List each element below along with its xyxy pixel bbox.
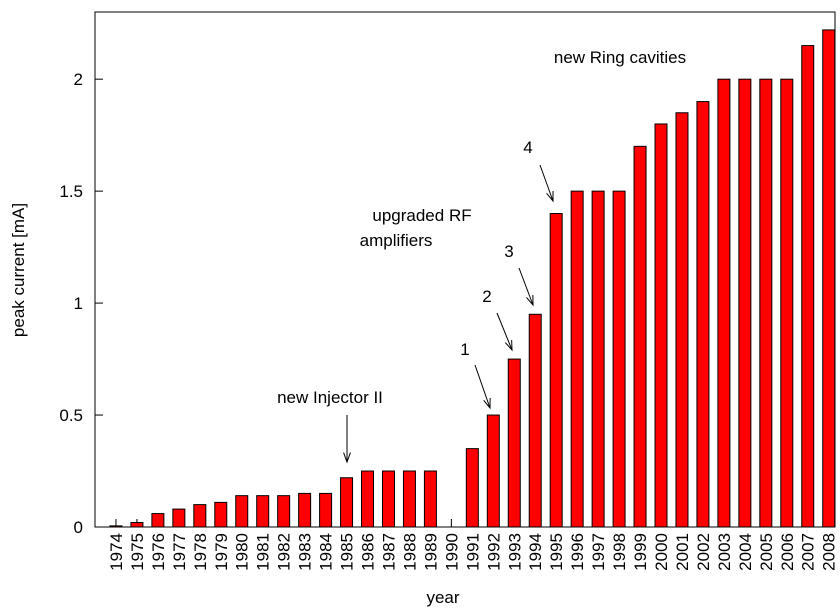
bar (717, 78, 731, 528)
x-tick-label: 2005 (757, 533, 776, 571)
x-tick-label: 2008 (820, 533, 839, 571)
x-tick-label: 1998 (610, 533, 629, 571)
x-tick-label: 1986 (359, 533, 378, 571)
annotation: 1 (460, 340, 469, 359)
bar (759, 78, 773, 528)
bar (570, 190, 584, 528)
bar (528, 313, 542, 528)
x-tick-label: 2007 (799, 533, 818, 571)
x-tick-label: 2002 (694, 533, 713, 571)
x-tick-label: 2003 (715, 533, 734, 571)
bar (172, 508, 186, 528)
y-tick-label: 1 (74, 294, 83, 313)
x-tick-label: 1989 (421, 533, 440, 571)
bar (654, 123, 668, 528)
bar (298, 492, 312, 528)
x-tick-label: 1995 (547, 533, 566, 571)
annotation: new Injector II (277, 388, 383, 407)
bar (402, 470, 416, 528)
bar (130, 522, 144, 528)
arrow-head (526, 294, 534, 307)
annotation: amplifiers (360, 231, 433, 250)
annotation: new Ring cavities (554, 48, 686, 67)
annotation: 4 (523, 138, 532, 157)
arrow-shaft (518, 267, 534, 306)
x-tick-label: 1997 (589, 533, 608, 571)
x-tick-label: 1984 (317, 533, 336, 571)
x-tick-label: 1978 (191, 533, 210, 571)
bar (549, 213, 563, 528)
annotation: 3 (504, 242, 513, 261)
arrow-head (546, 190, 554, 203)
x-tick-label: 2001 (673, 533, 692, 571)
x-tick-label: 2006 (778, 533, 797, 571)
arrow-shaft (496, 312, 513, 351)
x-tick-label: 1999 (631, 533, 650, 571)
bar (507, 358, 521, 528)
x-tick-label: 1974 (107, 533, 126, 571)
bar (319, 492, 333, 528)
x-tick-label: 1979 (212, 533, 231, 571)
bar (738, 78, 752, 528)
bar (340, 477, 354, 528)
bar (193, 504, 207, 528)
x-tick-label: 1996 (568, 533, 587, 571)
x-axis-label: year (426, 588, 459, 607)
y-axis-label: peak current [mA] (9, 203, 28, 337)
x-tick-label: 1985 (338, 533, 357, 571)
bar (214, 501, 228, 528)
x-tick-label: 1988 (400, 533, 419, 571)
x-tick-label: 1983 (296, 533, 315, 571)
x-tick-label: 1981 (254, 533, 273, 571)
x-tick-label: 1976 (149, 533, 168, 571)
x-tick-label: 1991 (463, 533, 482, 571)
bar (256, 495, 270, 528)
x-tick-label: 1993 (505, 533, 524, 571)
y-tick-label: 2 (74, 70, 83, 89)
x-tick-label: 1975 (128, 533, 147, 571)
arrow-head (504, 339, 513, 352)
bar (696, 101, 710, 528)
bar (675, 112, 689, 528)
bar (235, 495, 249, 528)
arrow-head (343, 452, 351, 464)
x-tick-label: 2004 (736, 533, 755, 571)
bar (633, 145, 647, 528)
bar (801, 45, 815, 528)
arrow-head (483, 397, 491, 410)
x-tick-label: 2000 (652, 533, 671, 571)
bar (277, 495, 291, 528)
x-tick-label: 1990 (442, 533, 461, 571)
bar (381, 470, 395, 528)
bar (780, 78, 794, 528)
y-tick-label: 0.5 (59, 406, 83, 425)
x-tick-label: 1977 (170, 533, 189, 571)
annotation: 2 (482, 287, 491, 306)
y-tick-label: 1.5 (59, 182, 83, 201)
bar (151, 513, 165, 528)
bar (423, 470, 437, 528)
bar (361, 470, 375, 528)
arrow-shaft (474, 364, 491, 409)
bar (486, 414, 500, 528)
bar (822, 29, 836, 528)
x-tick-label: 1982 (275, 533, 294, 571)
x-tick-label: 1992 (484, 533, 503, 571)
bar (591, 190, 605, 528)
x-tick-label: 1987 (379, 533, 398, 571)
bar (612, 190, 626, 528)
x-tick-label: 1994 (526, 533, 545, 571)
y-tick-label: 0 (74, 518, 83, 537)
arrow-shaft (539, 164, 554, 202)
bar (465, 448, 479, 528)
bar (109, 525, 123, 528)
x-tick-label: 1980 (233, 533, 252, 571)
annotation: upgraded RF (372, 206, 471, 225)
